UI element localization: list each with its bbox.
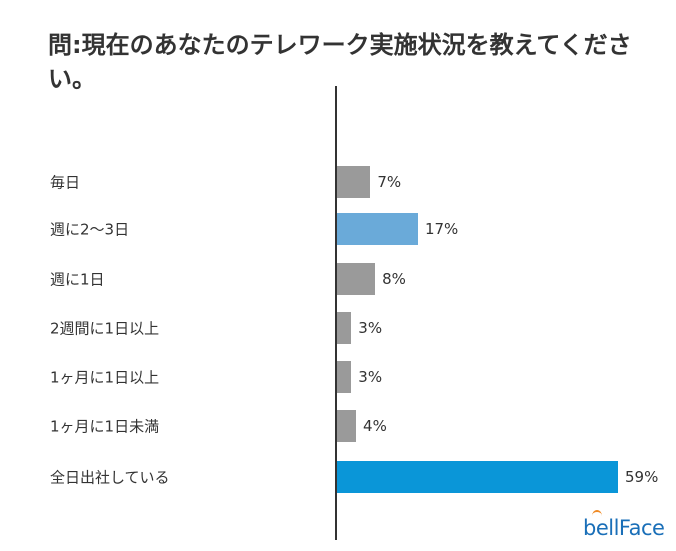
data-label: 3% bbox=[358, 368, 383, 386]
category-label: 毎日 bbox=[50, 173, 81, 192]
data-label: 17% bbox=[424, 220, 459, 238]
data-label: 3% bbox=[358, 319, 383, 337]
bar bbox=[337, 213, 418, 245]
data-label: 7% bbox=[377, 173, 402, 191]
category-label: 全日出社している bbox=[50, 468, 170, 487]
bar bbox=[337, 461, 618, 493]
category-label: 1ヶ月に1日以上 bbox=[50, 368, 160, 387]
bar bbox=[337, 410, 357, 442]
chart-title: 問:現在のあなたのテレワーク実施状況を教えてください。 bbox=[48, 31, 632, 93]
bar bbox=[337, 361, 352, 393]
bar bbox=[337, 263, 376, 295]
bellface-logo: bellFace bbox=[583, 510, 665, 540]
category-label: 1ヶ月に1日未満 bbox=[50, 417, 160, 436]
category-label: 2週間に1日以上 bbox=[50, 319, 160, 338]
bar bbox=[337, 166, 371, 198]
data-label: 59% bbox=[625, 468, 659, 486]
data-label: 8% bbox=[382, 270, 406, 288]
category-label: 週に1日 bbox=[50, 270, 105, 289]
signal-icon bbox=[592, 510, 602, 522]
bar bbox=[337, 312, 352, 344]
category-label: 週に2〜3日 bbox=[50, 220, 130, 239]
data-label: 4% bbox=[363, 417, 387, 435]
y-axis-line bbox=[335, 86, 337, 540]
